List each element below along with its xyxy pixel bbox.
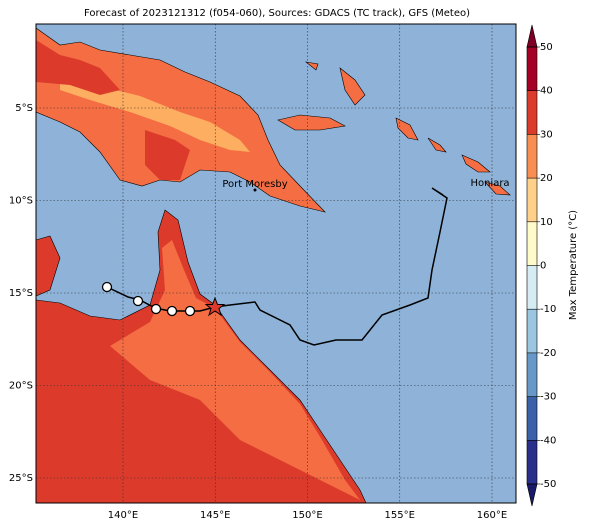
map-frame [35,23,517,504]
lon-tick-label: 140°E [108,510,138,521]
colorbar-band [527,440,537,484]
lat-tick-label: 25°S [9,473,33,484]
colorbar-tick-label: 20 [540,173,553,184]
colorbar: -50 -40 -30 -20 -10 0 10 20 30 40 50 [526,24,556,507]
colorbar-band [527,134,537,179]
colorbar-under [526,483,538,507]
colorbar-tick-label: -10 [540,304,556,315]
lat-tick-label: 20°S [9,381,33,392]
tc-track [101,187,448,346]
colorbar-tick-label: -50 [540,479,556,490]
colorbar-tick-label: -20 [540,348,556,359]
map-title: Forecast of 2023121312 (f054-060), Sourc… [84,8,470,19]
colorbar-band [527,265,537,310]
colorbar-tick-label: 0 [540,261,546,272]
graticule [36,24,516,503]
colorbar-band [527,47,537,91]
lon-tick-label: 160°E [477,510,507,521]
colorbar-band [527,178,537,222]
place-label: Port Moresby [222,179,287,190]
colorbar-band [527,309,537,353]
colorbar-band [527,352,537,397]
lat-tick-label: 10°S [9,196,33,207]
place-label: Honiara [470,178,509,189]
lat-tick-label: 5°S [15,103,33,114]
lon-tick-label: 150°E [292,510,322,521]
colorbar-tick-label: 40 [540,86,553,97]
colorbar-label: Max Temperature (°C) [568,210,579,320]
colorbar-tick-label: 30 [540,129,553,140]
lon-tick-label: 155°E [385,510,415,521]
colorbar-band [527,90,537,135]
colorbar-band [527,221,537,266]
colorbar-over [526,24,538,48]
colorbar-tick-label: -40 [540,435,556,446]
lon-tick-label: 145°E [200,510,230,521]
colorbar-tick-label: 50 [540,42,553,53]
land [35,27,511,504]
place-marker [253,188,257,192]
colorbar-tick-label: 10 [540,217,553,228]
colorbar-band [527,396,537,441]
lat-tick-label: 15°S [9,288,33,299]
colorbar-tick-label: -30 [540,392,556,403]
